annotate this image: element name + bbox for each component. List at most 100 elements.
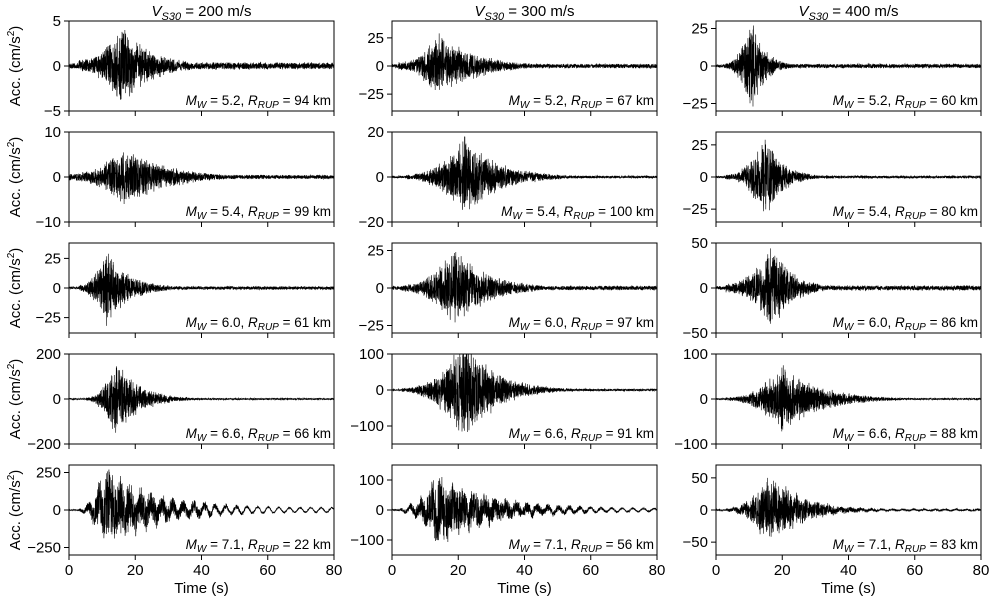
- y-tick-label: 25: [367, 243, 384, 260]
- y-tick-label: 10: [44, 124, 61, 141]
- x-tick-label: 0: [712, 562, 720, 579]
- x-tick-label: 80: [973, 562, 990, 579]
- y-tick-label: −250: [27, 540, 61, 557]
- y-axis-label: Acc. (cm/s2): [6, 137, 24, 218]
- y-tick-label: 0: [376, 502, 384, 519]
- accel-trace: [69, 152, 334, 205]
- column-title-0: VS30 = 200 m/s: [151, 3, 251, 23]
- accel-trace: [392, 354, 657, 432]
- y-tick-label: 25: [44, 250, 61, 267]
- x-axis-label: Time (s): [497, 580, 551, 597]
- x-tick-label: 80: [649, 562, 666, 579]
- panel-r2-c1: −25 0 25 MW = 6.0, RRUP = 97 km: [359, 242, 658, 338]
- event-annotation: MW = 5.2, RRUP = 94 km: [186, 93, 331, 111]
- y-tick-label: 50: [691, 235, 708, 252]
- panel-r3-c0: −200 0 200 MW = 6.6, RRUP = 66 km Acc. (cm/s…: [6, 346, 335, 453]
- x-tick-label: 0: [65, 562, 73, 579]
- accel-trace: [69, 469, 334, 539]
- y-axis-label: Acc. (cm/s2): [6, 359, 24, 440]
- panel-r3-c1: −100 0 100 MW = 6.6, RRUP = 91 km: [350, 346, 658, 449]
- accel-trace: [716, 139, 981, 212]
- event-annotation: MW = 5.2, RRUP = 60 km: [833, 93, 978, 111]
- event-annotation: MW = 6.6, RRUP = 88 km: [833, 426, 978, 444]
- x-tick-label: 80: [326, 562, 343, 579]
- y-tick-label: 0: [53, 58, 61, 75]
- accel-trace: [392, 136, 657, 210]
- x-tick-label: 60: [259, 562, 276, 579]
- y-tick-label: 0: [53, 280, 61, 297]
- accel-trace: [716, 477, 981, 537]
- y-tick-label: 0: [376, 382, 384, 399]
- y-tick-label: 0: [700, 391, 708, 408]
- y-tick-label: 250: [36, 465, 61, 482]
- y-axis-label: Acc. (cm/s2): [6, 26, 24, 107]
- y-axis-label: Acc. (cm/s2): [6, 470, 24, 551]
- event-annotation: MW = 6.0, RRUP = 61 km: [186, 315, 331, 333]
- x-tick-label: 20: [450, 562, 467, 579]
- event-annotation: MW = 6.6, RRUP = 66 km: [186, 426, 331, 444]
- event-annotation: MW = 5.4, RRUP = 100 km: [501, 204, 654, 222]
- event-annotation: MW = 6.0, RRUP = 86 km: [833, 315, 978, 333]
- y-tick-label: 0: [53, 391, 61, 408]
- y-tick-label: 0: [700, 169, 708, 186]
- column-title-2: VS30 = 400 m/s: [798, 3, 898, 23]
- y-tick-label: −25: [359, 318, 384, 335]
- panel-r3-c2: −100 0 100 MW = 6.6, RRUP = 88 km: [674, 346, 982, 453]
- y-tick-label: 0: [700, 58, 708, 75]
- accel-trace: [716, 365, 981, 432]
- x-tick-label: 40: [840, 562, 857, 579]
- x-tick-label: 0: [388, 562, 396, 579]
- panel-r1-c1: −20 0 20 MW = 5.4, RRUP = 100 km: [359, 124, 658, 231]
- y-tick-label: 0: [53, 169, 61, 186]
- y-tick-label: 25: [691, 21, 708, 38]
- y-tick-label: −50: [683, 325, 708, 342]
- event-annotation: MW = 7.1, RRUP = 56 km: [509, 537, 654, 555]
- y-tick-label: −200: [27, 436, 61, 453]
- y-tick-label: −25: [359, 86, 384, 103]
- event-annotation: MW = 5.4, RRUP = 80 km: [833, 204, 978, 222]
- panel-r2-c2: −50 0 50 MW = 6.0, RRUP = 86 km: [683, 235, 982, 342]
- accel-trace: [716, 248, 981, 324]
- panel-r0-c0: −5 0 5 MW = 5.2, RRUP = 94 km Acc. (cm/s2): [6, 13, 335, 120]
- y-tick-label: 0: [53, 502, 61, 519]
- column-title-1: VS30 = 300 m/s: [474, 3, 574, 23]
- y-tick-label: −25: [683, 201, 708, 218]
- y-tick-label: 0: [376, 58, 384, 75]
- y-tick-label: 0: [376, 169, 384, 186]
- y-tick-label: 100: [359, 472, 384, 489]
- x-tick-label: 60: [582, 562, 599, 579]
- event-annotation: MW = 7.1, RRUP = 22 km: [186, 537, 331, 555]
- y-tick-label: −25: [36, 310, 61, 327]
- y-tick-label: −25: [683, 96, 708, 113]
- accel-trace: [69, 253, 334, 326]
- y-tick-label: 50: [691, 470, 708, 487]
- y-tick-label: 5: [53, 13, 61, 30]
- y-tick-label: 100: [683, 346, 708, 363]
- event-annotation: MW = 6.0, RRUP = 97 km: [509, 315, 654, 333]
- y-tick-label: 0: [700, 502, 708, 519]
- event-annotation: MW = 5.4, RRUP = 99 km: [186, 204, 331, 222]
- y-tick-label: 0: [700, 280, 708, 297]
- y-tick-label: 200: [36, 346, 61, 363]
- x-tick-label: 20: [127, 562, 144, 579]
- panel-r1-c2: −25 0 25 MW = 5.4, RRUP = 80 km: [683, 131, 982, 227]
- panel-r1-c0: −10 0 10 MW = 5.4, RRUP = 99 km Acc. (cm/s2): [6, 124, 335, 231]
- y-tick-label: −20: [359, 214, 384, 231]
- accel-trace: [392, 251, 657, 323]
- y-tick-label: −50: [683, 534, 708, 551]
- accel-trace: [392, 33, 657, 90]
- x-axis-label: Time (s): [821, 580, 875, 597]
- y-tick-label: −100: [350, 418, 384, 435]
- x-axis-label: Time (s): [174, 580, 228, 597]
- event-annotation: MW = 5.2, RRUP = 67 km: [509, 93, 654, 111]
- accel-trace: [392, 476, 657, 542]
- x-tick-label: 20: [774, 562, 791, 579]
- x-tick-label: 40: [193, 562, 210, 579]
- y-axis-label: Acc. (cm/s2): [6, 248, 24, 329]
- y-tick-label: −100: [350, 532, 384, 549]
- y-tick-label: −10: [36, 214, 61, 231]
